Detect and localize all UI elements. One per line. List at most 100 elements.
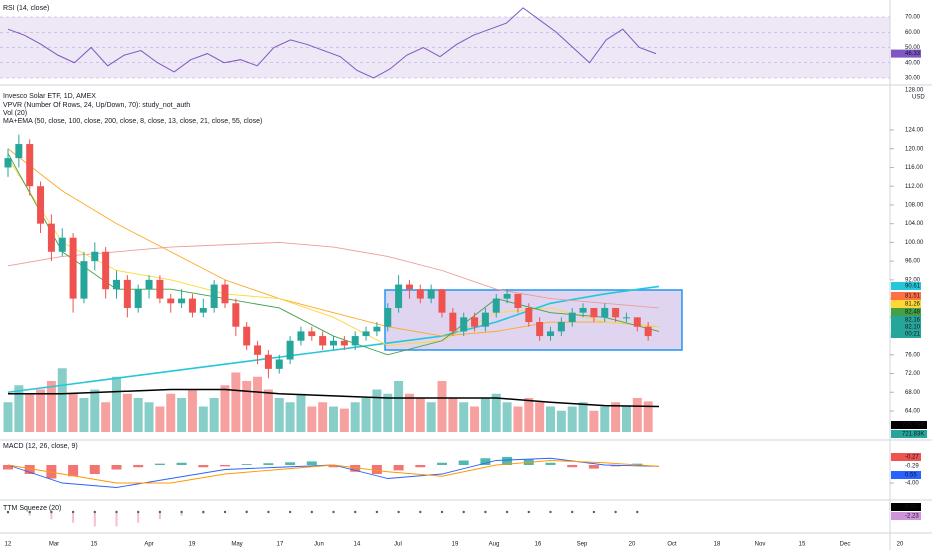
volume-bar — [480, 398, 490, 432]
candle-body — [58, 237, 66, 252]
ttm-dot — [614, 510, 617, 514]
ttm-tag — [891, 503, 921, 511]
candle-body — [69, 237, 77, 299]
ttm-dot — [419, 510, 422, 514]
volume-tag — [891, 430, 927, 438]
volume-bar — [155, 406, 165, 432]
candle-body — [264, 354, 272, 369]
candle-body — [297, 331, 305, 341]
candle-body — [449, 312, 457, 332]
volume-bar — [318, 402, 328, 432]
candle-body — [351, 336, 359, 346]
price-tag — [891, 308, 921, 316]
volume-bar — [524, 398, 534, 432]
ttm-dot — [202, 510, 205, 514]
macd-histogram-bar — [328, 465, 339, 468]
time-tick-label: Apr — [144, 542, 153, 548]
ttm-bar — [72, 512, 75, 523]
candle-body — [113, 279, 120, 290]
ttm-dot — [71, 510, 75, 514]
price-tick-label: 124.00 — [905, 128, 924, 134]
macd-tag — [891, 453, 921, 461]
macd-histogram-bar — [350, 465, 361, 472]
macd-histogram-bar — [68, 465, 79, 477]
volume-tag-label: 721.83K — [902, 432, 924, 438]
ttm-dot — [592, 510, 596, 514]
ttm-bar — [93, 512, 96, 527]
time-tick-label: May — [231, 542, 242, 548]
volume-bar — [90, 389, 100, 432]
macd-histogram-bar — [241, 464, 252, 465]
price-tag — [891, 292, 921, 300]
indicator-label: MA+EMA (50, close, 100, close, 200, clos… — [3, 118, 262, 125]
time-tick-label: 19 — [452, 542, 459, 548]
macd-histogram-bar — [89, 465, 100, 474]
candle-body — [471, 317, 479, 327]
macd-label: MACD (12, 26, close, 9) — [3, 443, 78, 450]
rsi-current: 46.33 — [905, 51, 921, 57]
candle-body — [134, 289, 142, 308]
candle-body — [644, 326, 652, 337]
ttm-dot — [50, 510, 53, 514]
moving-average — [7, 148, 660, 337]
macd-tag-label: -0.29 — [905, 464, 919, 470]
macd-histogram-bar — [588, 465, 599, 469]
price-tick-label: 68.00 — [905, 390, 921, 396]
time-tick-label: Jun — [314, 542, 324, 548]
time-tick-label: 12 — [5, 542, 12, 548]
price-tag-label: 82.10 — [905, 325, 921, 331]
candle-body — [481, 312, 489, 327]
ttm-tag — [891, 512, 921, 520]
candle-body — [568, 312, 576, 323]
symbol-label: Invesco Solar ETF, 1D, AMEX — [3, 93, 96, 100]
price-tick-label: 72.00 — [905, 371, 921, 377]
ttm-dot — [505, 510, 509, 514]
time-tick-label: 15 — [91, 542, 98, 548]
indicator-label: VPVR (Number Of Rows, 24, Up/Down, 70): … — [3, 102, 190, 109]
ttm-dot — [158, 510, 162, 514]
volume-bar — [209, 398, 219, 432]
candle-body — [557, 322, 565, 332]
ttm-dot — [288, 510, 292, 514]
ttm-bar — [180, 512, 183, 516]
ttm-dot — [462, 510, 465, 514]
volume-tag — [891, 421, 927, 429]
time-tick-label: 18 — [714, 542, 721, 548]
time-tick-label: Aug — [489, 542, 500, 548]
ttm-dot — [571, 510, 574, 514]
candle-body — [232, 303, 240, 327]
price-tag — [891, 316, 921, 324]
volume-bar — [68, 393, 78, 432]
volume-bar — [567, 406, 577, 432]
candle-body — [525, 307, 533, 323]
volume-ma — [8, 388, 660, 408]
price-tag-label: 82.48 — [905, 310, 921, 316]
candle-body — [460, 317, 468, 332]
candle-body — [536, 322, 544, 337]
candle-body — [427, 289, 435, 299]
ttm-bar — [137, 512, 140, 523]
candle-body — [167, 298, 175, 304]
indicator-label: Vol (20) — [3, 110, 27, 117]
time-tick-label: 20 — [629, 542, 636, 548]
candle-body — [123, 279, 131, 308]
candle-body — [362, 331, 370, 337]
time-tick-label: 16 — [535, 542, 542, 548]
macd-histogram-bar — [480, 458, 491, 465]
ttm-bar — [50, 512, 53, 520]
volume-bar — [79, 398, 89, 432]
rsi-label: RSI (14, close) — [3, 5, 49, 12]
candle-body — [156, 279, 164, 299]
macd-histogram-bar — [458, 460, 469, 465]
time-tick-label: Jul — [394, 542, 402, 548]
macd-tag — [891, 462, 921, 470]
candle-body — [178, 298, 186, 304]
ttm-label: TTM Squeeze (20) — [3, 505, 61, 512]
volume-bar — [198, 406, 208, 432]
macd-histogram-bar — [24, 465, 35, 474]
volume-bar — [177, 398, 187, 432]
rsi-tag — [891, 49, 921, 58]
volume-bar — [122, 393, 132, 432]
ttm-dot — [137, 510, 140, 514]
ttm-dot — [332, 510, 335, 514]
